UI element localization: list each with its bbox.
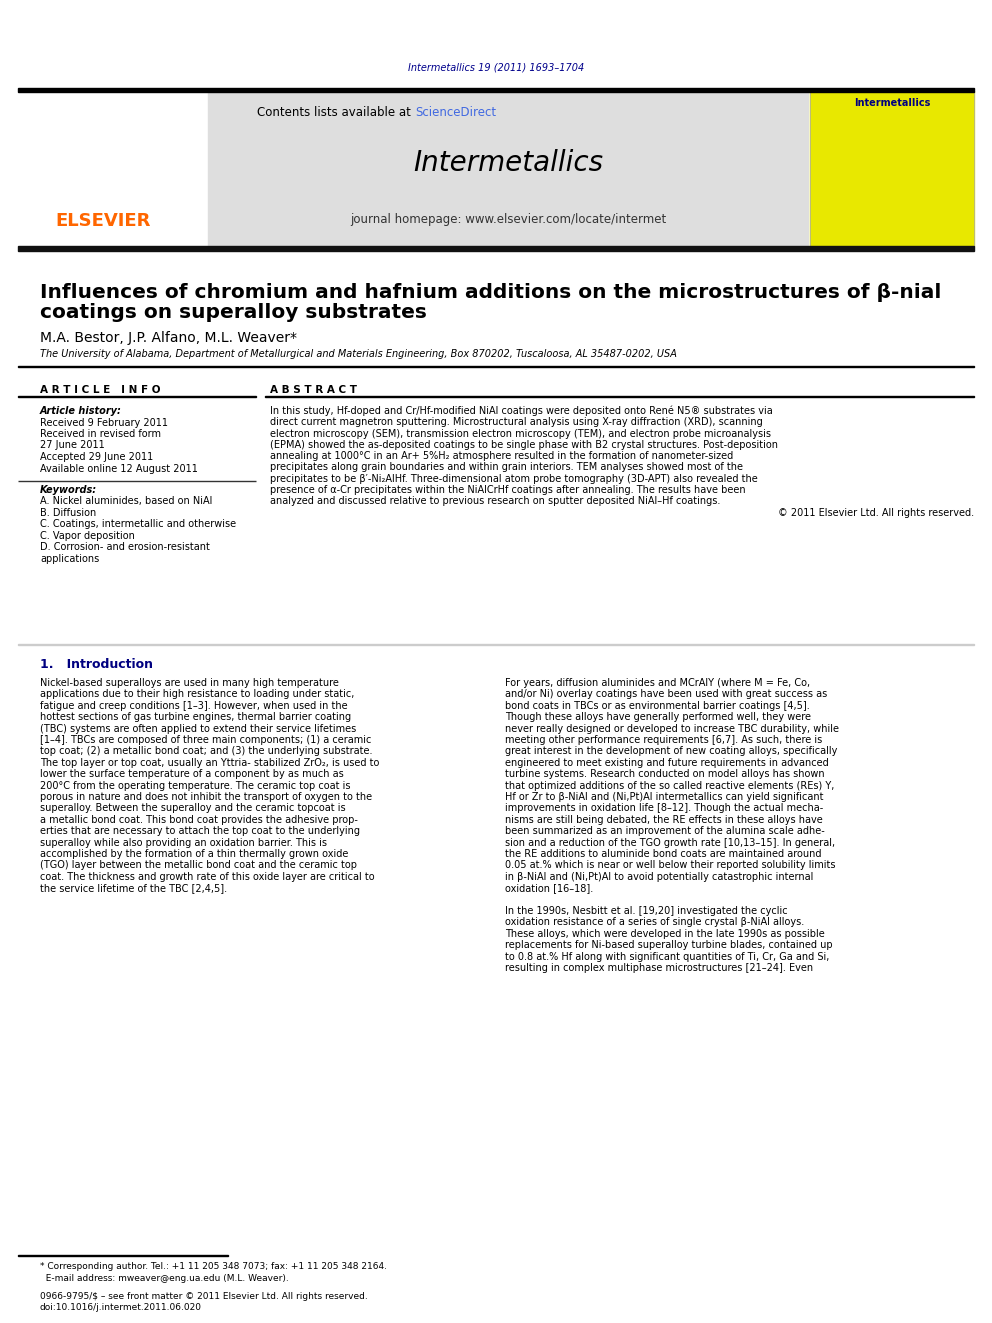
Text: B. Diffusion: B. Diffusion [40,508,96,517]
Text: coat. The thickness and growth rate of this oxide layer are critical to: coat. The thickness and growth rate of t… [40,872,375,882]
Text: 200°C from the operating temperature. The ceramic top coat is: 200°C from the operating temperature. Th… [40,781,350,791]
Text: that optimized additions of the so called reactive elements (REs) Y,: that optimized additions of the so calle… [505,781,834,791]
Text: coatings on superalloy substrates: coatings on superalloy substrates [40,303,427,321]
Text: C. Vapor deposition: C. Vapor deposition [40,531,135,541]
Text: For years, diffusion aluminides and MCrAlY (where M = Fe, Co,: For years, diffusion aluminides and MCrA… [505,677,810,688]
Text: oxidation resistance of a series of single crystal β-NiAl alloys.: oxidation resistance of a series of sing… [505,917,805,927]
Bar [18,89,974,91]
Text: Article history:: Article history: [40,406,122,415]
Text: meeting other performance requirements [6,7]. As such, there is: meeting other performance requirements [… [505,736,822,745]
Text: Keywords:: Keywords: [40,484,97,495]
Text: Hf or Zr to β-NiAl and (Ni,Pt)Al intermetallics can yield significant: Hf or Zr to β-NiAl and (Ni,Pt)Al interme… [505,792,823,802]
Text: and/or Ni) overlay coatings have been used with great success as: and/or Ni) overlay coatings have been us… [505,689,827,700]
Text: [1–4]. TBCs are composed of three main components; (1) a ceramic: [1–4]. TBCs are composed of three main c… [40,736,371,745]
Text: Intermetallics: Intermetallics [413,149,603,177]
Text: been summarized as an improvement of the alumina scale adhe-: been summarized as an improvement of the… [505,826,824,836]
Text: the RE additions to aluminide bond coats are maintained around: the RE additions to aluminide bond coats… [505,849,821,859]
Text: the service lifetime of the TBC [2,4,5].: the service lifetime of the TBC [2,4,5]. [40,884,227,893]
Text: ELSEVIER: ELSEVIER [56,212,151,230]
Text: Intermetallics 19 (2011) 1693–1704: Intermetallics 19 (2011) 1693–1704 [408,64,584,73]
Text: Accepted 29 June 2011: Accepted 29 June 2011 [40,452,153,462]
Bar [810,91,974,246]
Text: turbine systems. Research conducted on model alloys has shown: turbine systems. Research conducted on m… [505,769,824,779]
Text: 1.   Introduction: 1. Introduction [40,658,153,671]
Text: The top layer or top coat, usually an Yttria- stabilized ZrO₂, is used to: The top layer or top coat, usually an Yt… [40,758,379,767]
Text: Contents lists available at: Contents lists available at [257,106,415,119]
Bar [208,91,808,246]
Text: accomplished by the formation of a thin thermally grown oxide: accomplished by the formation of a thin … [40,849,348,859]
Text: ScienceDirect: ScienceDirect [415,106,496,119]
Text: replacements for Ni-based superalloy turbine blades, contained up: replacements for Ni-based superalloy tur… [505,941,832,950]
Text: fatigue and creep conditions [1–3]. However, when used in the: fatigue and creep conditions [1–3]. Howe… [40,701,347,710]
Text: The University of Alabama, Department of Metallurgical and Materials Engineering: The University of Alabama, Department of… [40,349,677,359]
Text: In this study, Hf-doped and Cr/Hf-modified NiAl coatings were deposited onto Ren: In this study, Hf-doped and Cr/Hf-modifi… [270,406,773,417]
Text: hottest sections of gas turbine engines, thermal barrier coating: hottest sections of gas turbine engines,… [40,712,351,722]
Text: A R T I C L E   I N F O: A R T I C L E I N F O [40,385,161,396]
Text: © 2011 Elsevier Ltd. All rights reserved.: © 2011 Elsevier Ltd. All rights reserved… [778,508,974,517]
Bar [18,246,974,251]
Text: applications due to their high resistance to loading under static,: applications due to their high resistanc… [40,689,354,700]
Text: A. Nickel aluminides, based on NiAl: A. Nickel aluminides, based on NiAl [40,496,212,507]
Text: * Corresponding author. Tel.: +1 11 205 348 7073; fax: +1 11 205 348 2164.: * Corresponding author. Tel.: +1 11 205 … [40,1262,387,1271]
Text: In the 1990s, Nesbitt et al. [19,20] investigated the cyclic: In the 1990s, Nesbitt et al. [19,20] inv… [505,906,788,916]
Text: (TGO) layer between the metallic bond coat and the ceramic top: (TGO) layer between the metallic bond co… [40,860,357,871]
Text: A B S T R A C T: A B S T R A C T [270,385,357,396]
Text: erties that are necessary to attach the top coat to the underlying: erties that are necessary to attach the … [40,826,360,836]
Text: Received in revised form: Received in revised form [40,429,161,439]
Text: electron microscopy (SEM), transmission electron microscopy (TEM), and electron : electron microscopy (SEM), transmission … [270,429,771,439]
Text: top coat; (2) a metallic bond coat; and (3) the underlying substrate.: top coat; (2) a metallic bond coat; and … [40,746,373,757]
Text: C. Coatings, intermetallic and otherwise: C. Coatings, intermetallic and otherwise [40,519,236,529]
Text: a metallic bond coat. This bond coat provides the adhesive prop-: a metallic bond coat. This bond coat pro… [40,815,358,824]
Text: analyzed and discussed relative to previous research on sputter deposited NiAl–H: analyzed and discussed relative to previ… [270,496,720,507]
Text: Nickel-based superalloys are used in many high temperature: Nickel-based superalloys are used in man… [40,677,339,688]
Text: in β-NiAl and (Ni,Pt)Al to avoid potentially catastrophic internal: in β-NiAl and (Ni,Pt)Al to avoid potenti… [505,872,813,882]
Text: porous in nature and does not inhibit the transport of oxygen to the: porous in nature and does not inhibit th… [40,792,372,802]
Text: engineered to meet existing and future requirements in advanced: engineered to meet existing and future r… [505,758,828,767]
Text: precipitates along grain boundaries and within grain interiors. TEM analyses sho: precipitates along grain boundaries and … [270,463,743,472]
Text: bond coats in TBCs or as environmental barrier coatings [4,5].: bond coats in TBCs or as environmental b… [505,701,809,710]
Text: resulting in complex multiphase microstructures [21–24]. Even: resulting in complex multiphase microstr… [505,963,813,972]
Text: 0.05 at.% which is near or well below their reported solubility limits: 0.05 at.% which is near or well below th… [505,860,835,871]
Text: Intermetallics: Intermetallics [854,98,930,108]
Text: applications: applications [40,554,99,564]
Text: (EPMA) showed the as-deposited coatings to be single phase with B2 crystal struc: (EPMA) showed the as-deposited coatings … [270,441,778,450]
Text: Available online 12 August 2011: Available online 12 August 2011 [40,463,197,474]
Text: superalloy while also providing an oxidation barrier. This is: superalloy while also providing an oxida… [40,837,327,848]
Bar [810,91,974,246]
Text: journal homepage: www.elsevier.com/locate/intermet: journal homepage: www.elsevier.com/locat… [350,213,666,225]
Text: These alloys, which were developed in the late 1990s as possible: These alloys, which were developed in th… [505,929,824,939]
Text: to 0.8 at.% Hf along with significant quantities of Ti, Cr, Ga and Si,: to 0.8 at.% Hf along with significant qu… [505,951,829,962]
Text: doi:10.1016/j.intermet.2011.06.020: doi:10.1016/j.intermet.2011.06.020 [40,1303,202,1312]
Text: M.A. Bestor, J.P. Alfano, M.L. Weaver*: M.A. Bestor, J.P. Alfano, M.L. Weaver* [40,331,297,345]
Text: great interest in the development of new coating alloys, specifically: great interest in the development of new… [505,746,837,757]
Text: precipitates to be β′-Ni₂AlHf. Three-dimensional atom probe tomography (3D-APT) : precipitates to be β′-Ni₂AlHf. Three-dim… [270,474,758,484]
Text: 0966-9795/$ – see front matter © 2011 Elsevier Ltd. All rights reserved.: 0966-9795/$ – see front matter © 2011 El… [40,1293,368,1301]
Text: (TBC) systems are often applied to extend their service lifetimes: (TBC) systems are often applied to exten… [40,724,356,733]
Text: never really designed or developed to increase TBC durability, while: never really designed or developed to in… [505,724,839,733]
Text: presence of α-Cr precipitates within the NiAlCrHf coatings after annealing. The : presence of α-Cr precipitates within the… [270,486,746,495]
Text: Received 9 February 2011: Received 9 February 2011 [40,418,168,427]
Text: nisms are still being debated, the RE effects in these alloys have: nisms are still being debated, the RE ef… [505,815,822,824]
Text: Influences of chromium and hafnium additions on the microstructures of β-nial: Influences of chromium and hafnium addit… [40,283,941,302]
Text: annealing at 1000°C in an Ar+ 5%H₂ atmosphere resulted in the formation of nanom: annealing at 1000°C in an Ar+ 5%H₂ atmos… [270,451,733,462]
Bar [18,91,208,246]
Text: 27 June 2011: 27 June 2011 [40,441,105,451]
Text: superalloy. Between the superalloy and the ceramic topcoat is: superalloy. Between the superalloy and t… [40,803,345,814]
Text: direct current magnetron sputtering. Microstructural analysis using X-ray diffra: direct current magnetron sputtering. Mic… [270,417,763,427]
Text: D. Corrosion- and erosion-resistant: D. Corrosion- and erosion-resistant [40,542,210,552]
Text: Though these alloys have generally performed well, they were: Though these alloys have generally perfo… [505,712,811,722]
Text: sion and a reduction of the TGO growth rate [10,13–15]. In general,: sion and a reduction of the TGO growth r… [505,837,835,848]
Text: E-mail address: mweaver@eng.ua.edu (M.L. Weaver).: E-mail address: mweaver@eng.ua.edu (M.L.… [40,1274,289,1283]
Text: oxidation [16–18].: oxidation [16–18]. [505,884,593,893]
Text: improvements in oxidation life [8–12]. Though the actual mecha-: improvements in oxidation life [8–12]. T… [505,803,823,814]
Text: lower the surface temperature of a component by as much as: lower the surface temperature of a compo… [40,769,344,779]
